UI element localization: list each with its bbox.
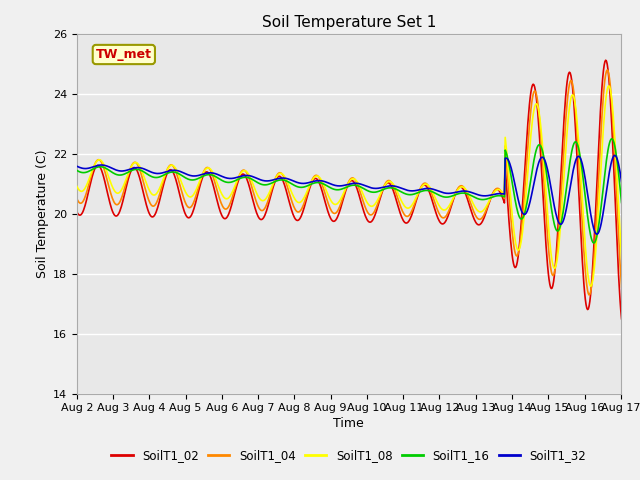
SoilT1_08 <box>308 177 316 182</box>
SoilT1_08 <box>73 183 81 189</box>
SoilT1_16 <box>618 200 625 205</box>
SoilT1_02 <box>214 202 222 207</box>
SoilT1_04 <box>604 67 611 73</box>
SoilT1_04 <box>73 195 81 201</box>
SoilT1_08 <box>614 189 621 194</box>
SoilT1_04 <box>486 199 493 204</box>
SoilT1_32 <box>614 158 621 164</box>
SoilT1_02 <box>613 240 621 246</box>
SoilT1_04 <box>191 197 198 203</box>
Line: SoilT1_32: SoilT1_32 <box>77 156 621 234</box>
SoilT1_16 <box>546 194 554 200</box>
Line: SoilT1_08: SoilT1_08 <box>77 86 621 286</box>
SoilT1_08 <box>618 256 625 262</box>
SoilT1_32 <box>214 172 222 178</box>
SoilT1_32 <box>308 179 316 184</box>
SoilT1_02 <box>191 204 198 209</box>
SoilT1_04 <box>618 284 625 290</box>
Text: TW_met: TW_met <box>96 48 152 61</box>
SoilT1_02 <box>602 57 609 63</box>
Line: SoilT1_16: SoilT1_16 <box>77 139 621 243</box>
SoilT1_32 <box>73 163 81 169</box>
SoilT1_16 <box>614 164 621 169</box>
SoilT1_04 <box>308 176 316 182</box>
SoilT1_08 <box>546 239 554 245</box>
SoilT1_16 <box>486 195 493 201</box>
SoilT1_02 <box>546 281 554 287</box>
SoilT1_02 <box>308 178 316 184</box>
SoilT1_32 <box>191 173 198 179</box>
SoilT1_16 <box>214 175 222 181</box>
SoilT1_32 <box>611 153 619 158</box>
SoilT1_16 <box>73 168 81 173</box>
SoilT1_32 <box>593 231 600 237</box>
Title: Soil Temperature Set 1: Soil Temperature Set 1 <box>262 15 436 30</box>
Legend: SoilT1_02, SoilT1_04, SoilT1_08, SoilT1_16, SoilT1_32: SoilT1_02, SoilT1_04, SoilT1_08, SoilT1_… <box>107 444 591 467</box>
SoilT1_32 <box>546 178 554 184</box>
SoilT1_02 <box>486 199 493 205</box>
SoilT1_02 <box>73 209 81 215</box>
SoilT1_08 <box>587 283 595 289</box>
SoilT1_16 <box>308 181 316 187</box>
SoilT1_16 <box>191 177 198 182</box>
SoilT1_08 <box>214 182 222 188</box>
SoilT1_08 <box>191 190 198 196</box>
Line: SoilT1_02: SoilT1_02 <box>77 60 621 319</box>
SoilT1_04 <box>585 292 593 298</box>
SoilT1_04 <box>614 217 621 223</box>
Y-axis label: Soil Temperature (C): Soil Temperature (C) <box>36 149 49 278</box>
SoilT1_04 <box>214 191 222 197</box>
SoilT1_04 <box>546 258 554 264</box>
SoilT1_08 <box>605 83 612 89</box>
SoilT1_32 <box>486 192 493 198</box>
X-axis label: Time: Time <box>333 418 364 431</box>
SoilT1_16 <box>608 136 616 142</box>
SoilT1_32 <box>618 179 625 184</box>
Line: SoilT1_04: SoilT1_04 <box>77 70 621 295</box>
SoilT1_02 <box>618 316 625 322</box>
SoilT1_08 <box>486 198 493 204</box>
SoilT1_16 <box>589 240 597 246</box>
